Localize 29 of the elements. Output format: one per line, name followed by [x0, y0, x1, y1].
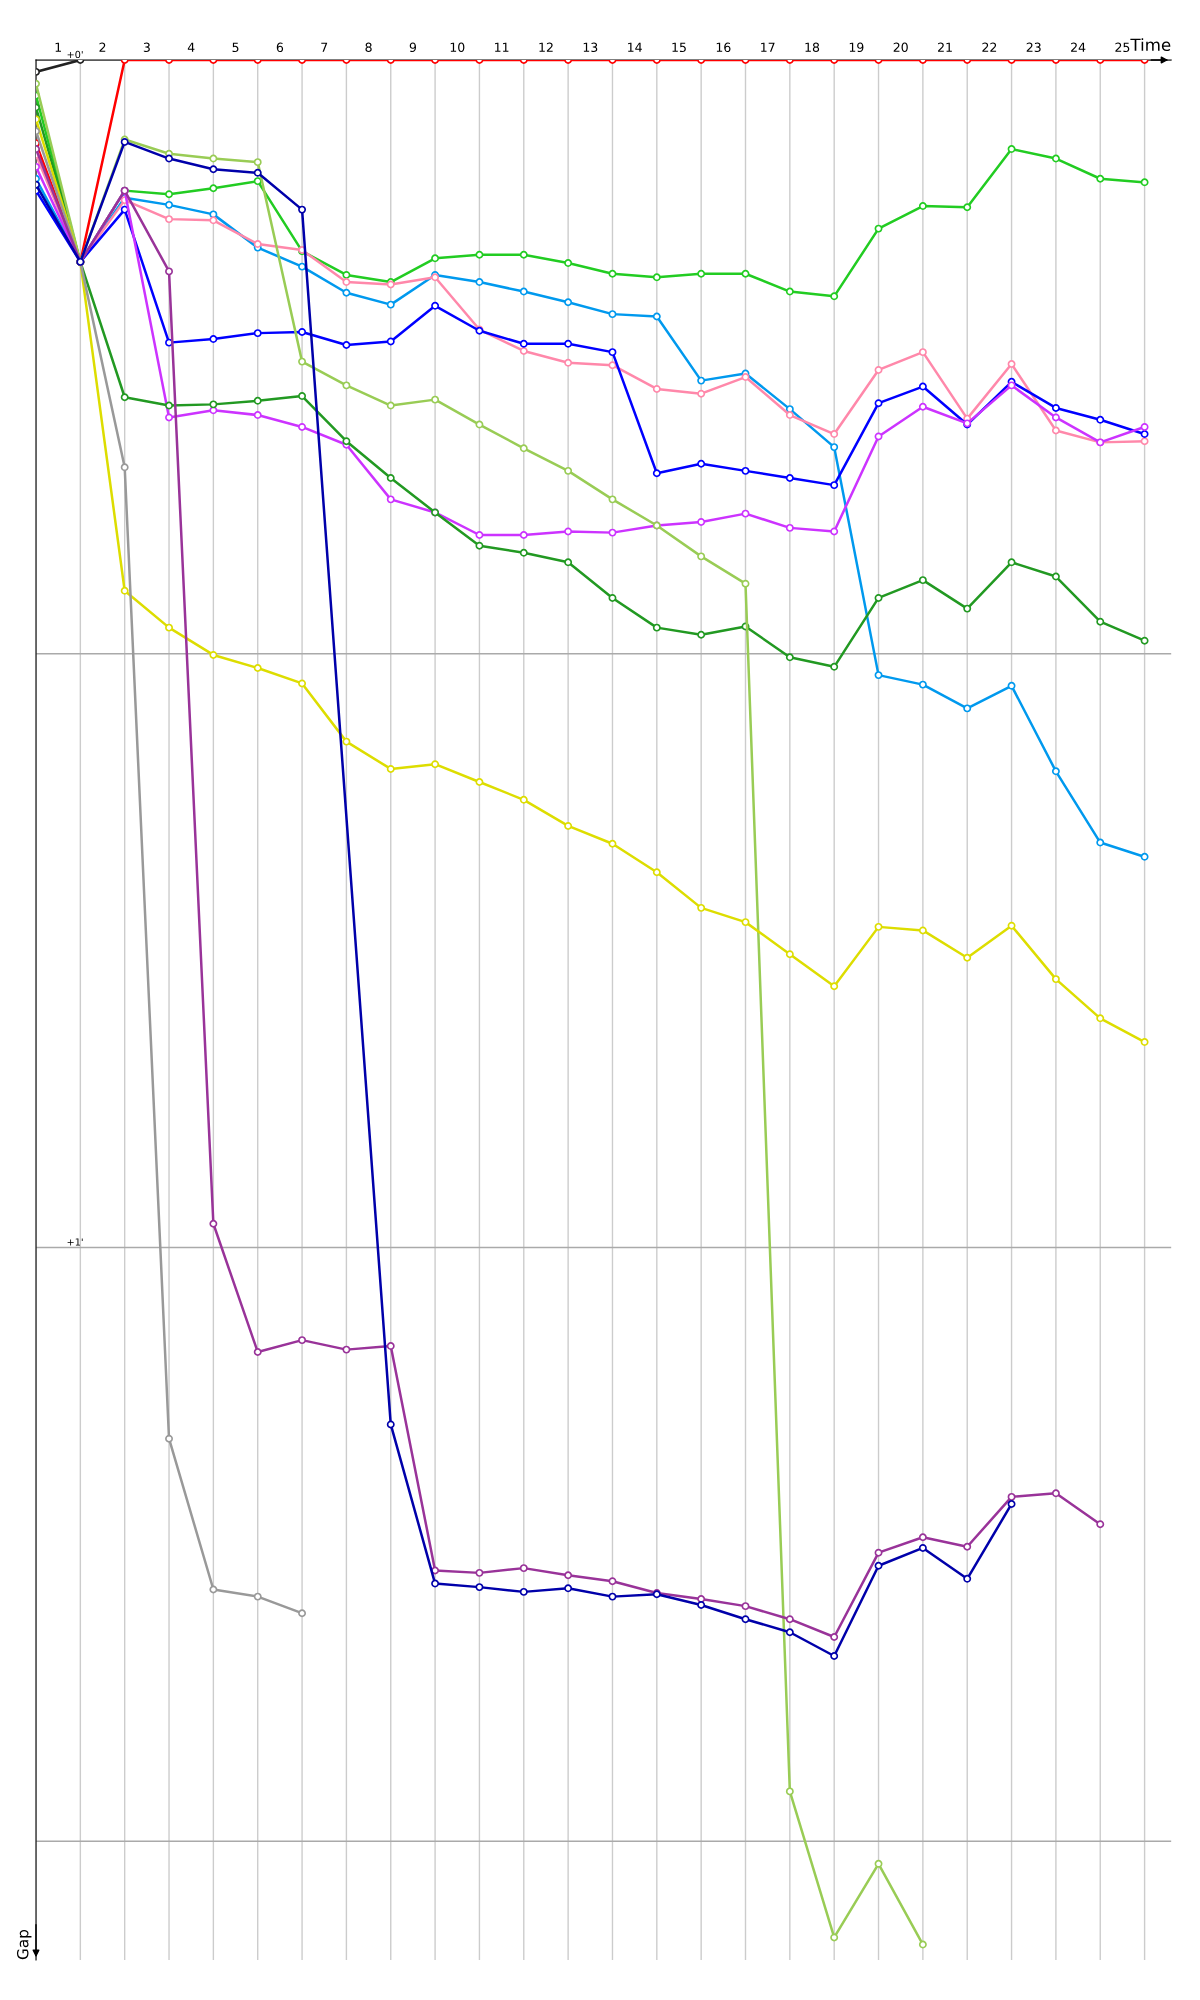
x-tick-label: 19 — [849, 42, 864, 53]
x-tick-label: 7 — [321, 42, 328, 52]
x-tick-label: 20 — [893, 42, 908, 53]
x-tick-label: 3 — [143, 42, 150, 53]
x-tick-label: 8 — [365, 42, 372, 53]
x-tick-label: 18 — [805, 42, 820, 53]
x-tick-label: 2 — [99, 42, 106, 52]
x-tick-label: 12 — [539, 42, 553, 52]
x-tick-label: 14 — [628, 42, 642, 52]
y-tick-label: +1' — [67, 1238, 83, 1246]
x-tick-label: 10 — [450, 42, 465, 53]
x-tick-label: 4 — [187, 42, 195, 52]
x-tick-label: 23 — [1026, 42, 1041, 53]
y-tick-label: +0' — [67, 50, 83, 59]
x-axis-title: Time — [1130, 38, 1171, 52]
x-tick-label: 11 — [495, 42, 509, 52]
x-tick-label: 24 — [1071, 42, 1086, 52]
x-tick-label: 1 — [55, 42, 61, 52]
x-tick-label: 16 — [716, 42, 731, 53]
y-axis-title: Gap — [16, 1929, 32, 1960]
x-tick-label: 25 — [1115, 42, 1130, 53]
x-tick-label: 17 — [761, 42, 775, 52]
x-tick-label: 5 — [232, 42, 239, 53]
x-tick-label: 13 — [583, 42, 598, 53]
x-tick-label: 21 — [938, 42, 952, 52]
x-tick-label: 9 — [409, 42, 417, 53]
x-tick-label: 15 — [672, 42, 686, 53]
x-tick-label: 6 — [276, 42, 284, 53]
x-tick-label: 22 — [982, 42, 997, 52]
